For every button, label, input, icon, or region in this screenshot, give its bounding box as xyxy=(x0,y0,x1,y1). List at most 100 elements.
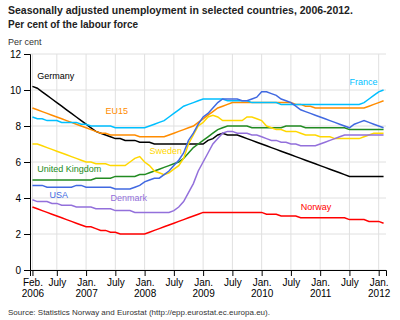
y-tick-mark xyxy=(24,270,30,271)
x-tick-mark xyxy=(291,270,292,276)
y-tick-label: 2 xyxy=(15,229,21,240)
x-tick-label: July xyxy=(341,277,359,288)
x-tick-label-line: Jan. xyxy=(194,277,213,288)
series-label: EU15 xyxy=(106,106,129,116)
x-tick-label-line: July xyxy=(107,277,125,288)
grid-line xyxy=(30,54,386,55)
x-tick-mark xyxy=(115,270,116,276)
x-tick: Jan.2010 xyxy=(251,270,274,299)
x-tick-label-line: 2008 xyxy=(134,288,157,299)
y-tick-label: 10 xyxy=(10,85,22,96)
x-tick-mark xyxy=(32,270,33,276)
y-tick-label: 8 xyxy=(15,121,21,132)
x-tick-label-line: July xyxy=(165,277,183,288)
y-tick-label: 0 xyxy=(15,265,21,276)
y-tick-mark xyxy=(24,126,30,127)
x-tick-label-line: 2007 xyxy=(75,288,98,299)
x-tick-mark xyxy=(262,270,263,276)
x-tick-mark xyxy=(232,270,233,276)
x-tick-mark xyxy=(57,270,58,276)
x-tick-label-line: Jan. xyxy=(370,277,389,288)
grid-line xyxy=(320,54,321,270)
x-tick-label: Jan.2007 xyxy=(75,277,98,299)
x-tick-label-line: Feb. xyxy=(23,277,43,288)
x-tick-label-line: 2011 xyxy=(310,288,332,299)
chart-svg: Seasonally adjusted unemployment in sele… xyxy=(0,0,400,320)
x-tick-label: July xyxy=(107,277,125,288)
y-tick: 6 xyxy=(15,157,30,168)
x-tick-mark xyxy=(174,270,175,276)
x-tick-label-line: Jan. xyxy=(77,277,96,288)
y-tick: 8 xyxy=(15,121,30,132)
x-tick-mark xyxy=(86,270,87,276)
y-tick-mark xyxy=(24,162,30,163)
x-tick-mark xyxy=(349,270,350,276)
y-tick-mark xyxy=(24,234,30,235)
series-line xyxy=(32,90,383,128)
x-tick-label-line: 2012 xyxy=(368,288,391,299)
x-tick-label: Jan.2011 xyxy=(310,277,332,299)
x-tick-label-line: 2009 xyxy=(192,288,215,299)
grid-line xyxy=(56,54,57,270)
series-label: Sweden xyxy=(149,146,182,156)
y-tick: 0 xyxy=(15,265,30,276)
x-tick-label-line: Jan. xyxy=(253,277,272,288)
series-line xyxy=(32,86,383,176)
title: Seasonally adjusted unemployment in sele… xyxy=(8,4,353,16)
x-tick-label-line: Jan. xyxy=(311,277,330,288)
y-tick: 2 xyxy=(15,229,30,240)
series-label: Denmark xyxy=(110,193,147,203)
y-tick: 10 xyxy=(10,85,30,96)
x-tick-label-line: July xyxy=(283,277,301,288)
x-tick: Feb.2006 xyxy=(22,270,45,299)
grid-line xyxy=(30,198,386,199)
x-tick: July xyxy=(165,270,183,288)
x-tick: July xyxy=(341,270,359,288)
x-tick: Jan.2011 xyxy=(310,270,332,299)
y-tick-mark xyxy=(24,90,30,91)
subtitle: Per cent of the labour force xyxy=(8,19,138,30)
x-tick-label: July xyxy=(283,277,301,288)
x-tick: July xyxy=(48,270,66,288)
x-tick-label-line: Jan. xyxy=(136,277,155,288)
y-tick-mark xyxy=(24,54,30,55)
series-label: Norway xyxy=(301,202,332,212)
x-tick: July xyxy=(107,270,125,288)
x-tick-label-line: July xyxy=(224,277,242,288)
grid-line xyxy=(261,54,262,270)
y-tick-label: 12 xyxy=(10,49,22,60)
x-tick-label-line: 2006 xyxy=(22,288,45,299)
grid-line xyxy=(30,90,386,91)
series-labels: GermanyEU15FranceUnited KingdomSwedenUSA… xyxy=(37,71,377,212)
x-tick-label: July xyxy=(224,277,242,288)
series-line xyxy=(32,115,383,174)
x-tick: July xyxy=(224,270,242,288)
series-line xyxy=(32,101,383,137)
chart-container: Seasonally adjusted unemployment in sele… xyxy=(0,0,400,320)
y-axis-line xyxy=(24,55,31,271)
x-tick-label: Jan.2010 xyxy=(251,277,274,299)
x-tick-label: July xyxy=(48,277,66,288)
x-tick-label-line: 2010 xyxy=(251,288,274,299)
x-tick-label-line: July xyxy=(48,277,66,288)
y-tick-label: 6 xyxy=(15,157,21,168)
x-tick-mark xyxy=(203,270,204,276)
x-tick-label: Feb.2006 xyxy=(22,277,45,299)
grid-line xyxy=(30,234,386,235)
grid-line xyxy=(378,54,379,270)
x-axis-line xyxy=(31,271,387,277)
x-tick-label: Jan.2012 xyxy=(368,277,391,299)
series-label: France xyxy=(349,77,377,87)
y-tick-mark xyxy=(24,198,30,199)
x-tick: Jan.2009 xyxy=(192,270,215,299)
plot-area xyxy=(32,86,383,234)
x-tick: Jan.2008 xyxy=(134,270,157,299)
x-tick-label: Jan.2009 xyxy=(192,277,215,299)
x-tick-label: July xyxy=(165,277,183,288)
y-tick: 4 xyxy=(15,193,30,204)
grid-line xyxy=(115,54,116,270)
x-tick: July xyxy=(283,270,301,288)
grid xyxy=(30,54,386,270)
series-label: USA xyxy=(50,190,69,200)
grid-line xyxy=(290,54,291,270)
